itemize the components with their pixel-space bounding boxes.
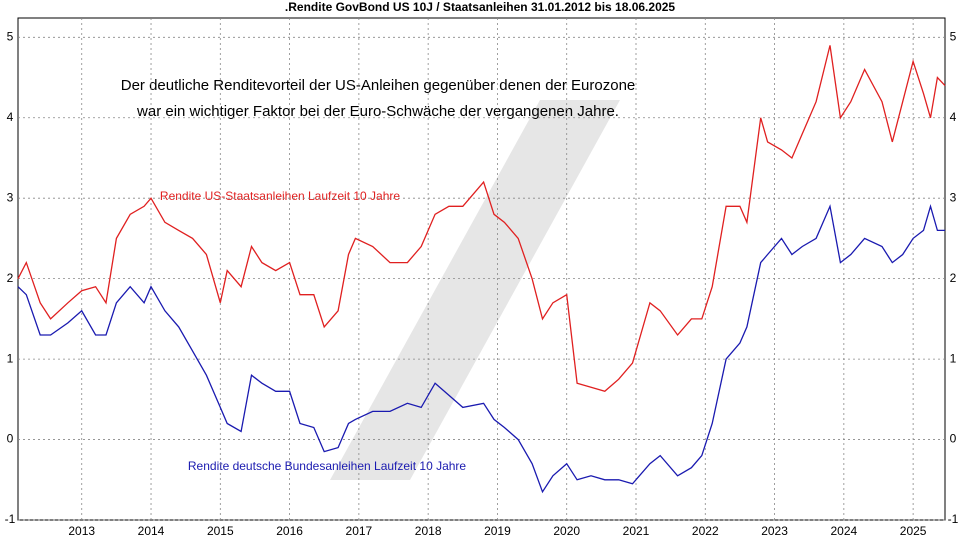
y-tick-label-right: 0 xyxy=(950,432,957,446)
x-tick-label: 2024 xyxy=(830,524,857,538)
y-tick-label-right: 4 xyxy=(950,110,957,124)
y-tick-label-right: -1 xyxy=(948,512,959,526)
x-tick-label: 2017 xyxy=(346,524,373,538)
y-tick-label: 3 xyxy=(7,190,14,204)
x-tick-label: 2023 xyxy=(761,524,788,538)
x-tick-label: 2014 xyxy=(138,524,165,538)
y-tick-label-right: 3 xyxy=(950,190,957,204)
y-tick-label-right: 1 xyxy=(950,351,957,365)
y-tick-label-right: 2 xyxy=(950,271,957,285)
y-tick-label: 4 xyxy=(7,110,14,124)
watermark xyxy=(330,100,620,480)
series-line xyxy=(17,203,945,494)
x-tick-label: 2021 xyxy=(623,524,650,538)
y-tick-label: -1 xyxy=(5,512,16,526)
x-tick-label: 2016 xyxy=(276,524,303,538)
x-tick-label: 2022 xyxy=(692,524,719,538)
x-tick-label: 2018 xyxy=(415,524,442,538)
y-tick-label: 2 xyxy=(7,271,14,285)
y-tick-label: 1 xyxy=(7,351,14,365)
x-tick-label: 2025 xyxy=(900,524,927,538)
x-tick-label: 2013 xyxy=(68,524,95,538)
series-line xyxy=(17,45,946,393)
series-label: Rendite US-Staatsanleihen Laufzeit 10 Ja… xyxy=(160,189,400,203)
y-tick-label: 5 xyxy=(7,29,14,43)
annotation: war ein wichtiger Faktor bei der Euro-Sc… xyxy=(136,103,619,120)
x-tick-label: 2020 xyxy=(553,524,580,538)
plot-frame xyxy=(17,17,946,521)
y-tick-label-right: 5 xyxy=(950,29,957,43)
chart-title: .Rendite GovBond US 10J / Staatsanleihen… xyxy=(285,0,676,14)
y-tick-label: 0 xyxy=(7,432,14,446)
annotation: Der deutliche Renditevorteil der US-Anle… xyxy=(121,77,636,94)
x-tick-label: 2015 xyxy=(207,524,234,538)
x-tick-label: 2019 xyxy=(484,524,511,538)
series-label: Rendite deutsche Bundesanleihen Laufzeit… xyxy=(188,459,467,473)
